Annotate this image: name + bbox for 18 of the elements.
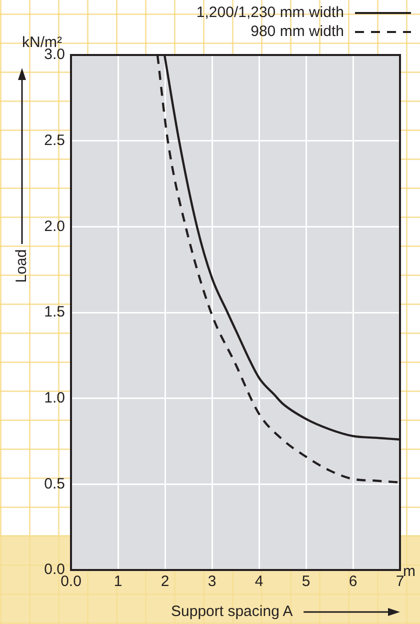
x-tick-label: 4 [254,573,264,590]
x-tick-label: 0.0 [60,573,82,590]
y-tick-label: 1.5 [44,304,65,321]
y-tick-label: 0.5 [44,475,65,492]
y-tick-label: 2.5 [44,132,65,149]
x-tick-label: 5 [302,573,310,590]
legend-label: 980 mm width [250,23,344,40]
y-axis-title: Load [13,249,30,283]
x-tick-label: 3 [208,573,216,590]
x-tick-label: 6 [348,573,358,590]
x-tick-label: 1 [114,573,122,590]
x-tick-label: 7 [396,573,404,590]
y-tick-label: 2.0 [44,218,65,235]
legend-label: 1,200/1,230 mm width [196,4,344,21]
x-tick-label: 2 [160,573,170,590]
text: m [403,563,416,580]
x-axis-title: Support spacing A [171,603,293,620]
y-tick-label: 1.0 [44,389,65,406]
